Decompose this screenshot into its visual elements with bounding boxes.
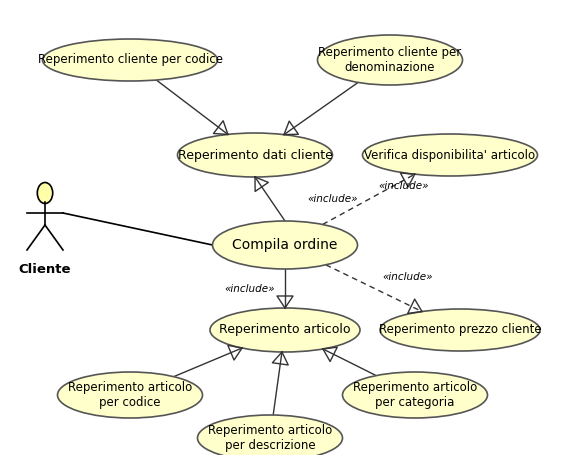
Ellipse shape xyxy=(380,309,540,351)
Text: Verifica disponibilita' articolo: Verifica disponibilita' articolo xyxy=(365,148,536,162)
Text: Reperimento articolo
per codice: Reperimento articolo per codice xyxy=(68,381,192,409)
Text: Reperimento prezzo cliente: Reperimento prezzo cliente xyxy=(379,324,541,337)
Text: Reperimento cliente per
denominazione: Reperimento cliente per denominazione xyxy=(319,46,462,74)
Text: «include»: «include» xyxy=(225,283,275,293)
Text: Reperimento dati cliente: Reperimento dati cliente xyxy=(177,148,332,162)
Ellipse shape xyxy=(210,308,360,352)
Ellipse shape xyxy=(177,133,332,177)
Ellipse shape xyxy=(197,415,342,455)
Text: «include»: «include» xyxy=(382,272,433,282)
Text: Reperimento cliente per codice: Reperimento cliente per codice xyxy=(37,54,222,66)
Ellipse shape xyxy=(37,182,53,203)
Ellipse shape xyxy=(43,39,218,81)
Text: «include»: «include» xyxy=(307,194,358,204)
Text: Cliente: Cliente xyxy=(19,263,71,276)
Ellipse shape xyxy=(213,221,358,269)
Text: Reperimento articolo
per categoria: Reperimento articolo per categoria xyxy=(353,381,477,409)
Text: Reperimento articolo: Reperimento articolo xyxy=(219,324,351,337)
Text: Reperimento articolo
per descrizione: Reperimento articolo per descrizione xyxy=(208,424,332,452)
Ellipse shape xyxy=(318,35,463,85)
Text: Compila ordine: Compila ordine xyxy=(232,238,338,252)
Text: «include»: «include» xyxy=(379,182,429,192)
Ellipse shape xyxy=(57,372,202,418)
Ellipse shape xyxy=(362,134,538,176)
Ellipse shape xyxy=(342,372,488,418)
